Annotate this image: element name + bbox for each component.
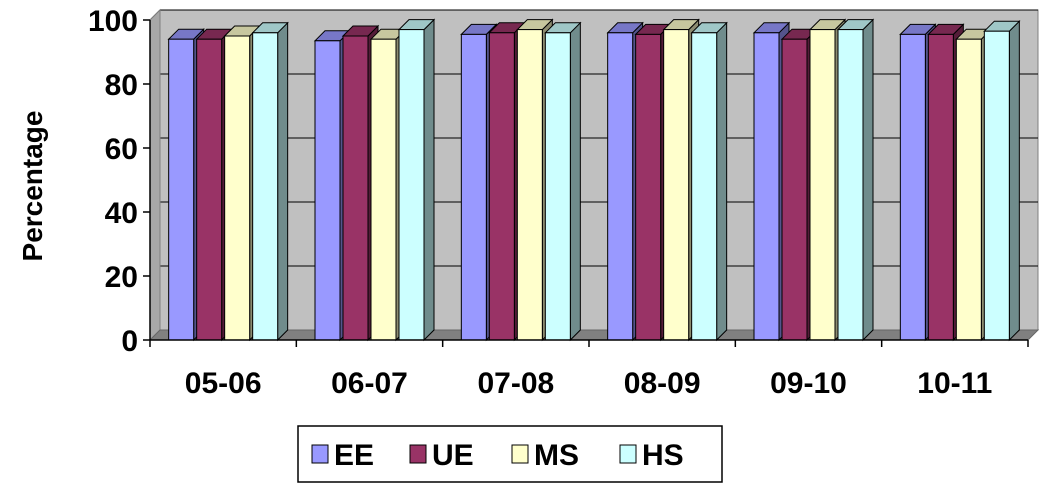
- bar-front: [398, 29, 425, 341]
- y-axis-label: Percentage: [17, 111, 48, 262]
- y-tick-label: 0: [121, 325, 138, 358]
- bar-front: [314, 40, 341, 341]
- bar-front: [342, 35, 369, 341]
- y-tick-label: 80: [105, 69, 138, 102]
- bar-front: [516, 29, 543, 341]
- bar-front: [168, 38, 195, 341]
- bar-front: [544, 32, 571, 341]
- bar-front: [460, 33, 487, 341]
- plot-side-wall: [149, 8, 161, 342]
- bar-front: [488, 32, 515, 341]
- legend-label: EE: [334, 439, 374, 472]
- axes: 0 20 40 60 80 100 05-06 06-07 07-08 08-09 09-10 10-…: [88, 5, 1029, 400]
- bar-side: [1008, 19, 1020, 342]
- legend-box: [297, 425, 723, 483]
- legend-label: HS: [642, 439, 684, 472]
- bar-hs-09-10: [836, 18, 875, 342]
- legend-swatch: [619, 444, 637, 464]
- legend-label: MS: [534, 439, 579, 472]
- bar-hs-08-09: [690, 21, 728, 342]
- bar-front: [983, 30, 1010, 341]
- x-tick-label: 05-06: [185, 367, 262, 400]
- bar-front: [837, 29, 864, 341]
- legend-swatch: [311, 444, 329, 464]
- legend-swatch: [511, 444, 529, 464]
- bars: [167, 18, 1021, 342]
- bar-hs-10-11: [983, 19, 1021, 342]
- bar-front: [899, 33, 926, 341]
- legend-item-ue: UE: [409, 439, 474, 472]
- bar-front: [955, 38, 982, 341]
- bar-front: [781, 38, 808, 341]
- bar-front: [370, 38, 397, 341]
- x-tick-label: 07-08: [477, 367, 554, 400]
- legend-item-ee: EE: [311, 439, 374, 472]
- bar-hs-05-06: [251, 21, 289, 342]
- legend-item-hs: HS: [619, 439, 684, 472]
- bar-side: [277, 21, 289, 342]
- legend-swatch: [409, 444, 427, 464]
- bar-front: [635, 33, 662, 341]
- bar-front: [927, 33, 954, 341]
- y-tick-label: 100: [88, 5, 138, 38]
- bar-side: [569, 21, 581, 342]
- x-tick-label: 09-10: [770, 367, 847, 400]
- x-tick-label: 08-09: [624, 367, 701, 400]
- bar-front: [753, 32, 780, 341]
- legend-item-ms: MS: [511, 439, 579, 472]
- bar-front: [607, 32, 634, 341]
- bar-side: [862, 18, 874, 342]
- bar-front: [809, 29, 836, 341]
- y-tick-label: 60: [105, 133, 138, 166]
- y-tick-label: 20: [105, 261, 138, 294]
- legend: EE UE MS HS: [297, 425, 723, 483]
- bar-ue-06-07: [341, 24, 380, 342]
- bar-hs-06-07: [397, 18, 436, 342]
- legend-label: UE: [432, 439, 474, 472]
- bar-front: [252, 32, 279, 341]
- y-tick-label: 40: [105, 197, 138, 230]
- bar-side: [716, 21, 728, 342]
- bar-front: [663, 29, 690, 341]
- x-tick-label: 10-11: [917, 367, 992, 400]
- x-tick-label: 06-07: [331, 367, 408, 400]
- bar-front: [196, 38, 223, 341]
- bar-hs-07-08: [544, 21, 582, 342]
- bar-front: [224, 35, 251, 341]
- bar-front: [691, 32, 718, 341]
- bar-side: [423, 18, 435, 342]
